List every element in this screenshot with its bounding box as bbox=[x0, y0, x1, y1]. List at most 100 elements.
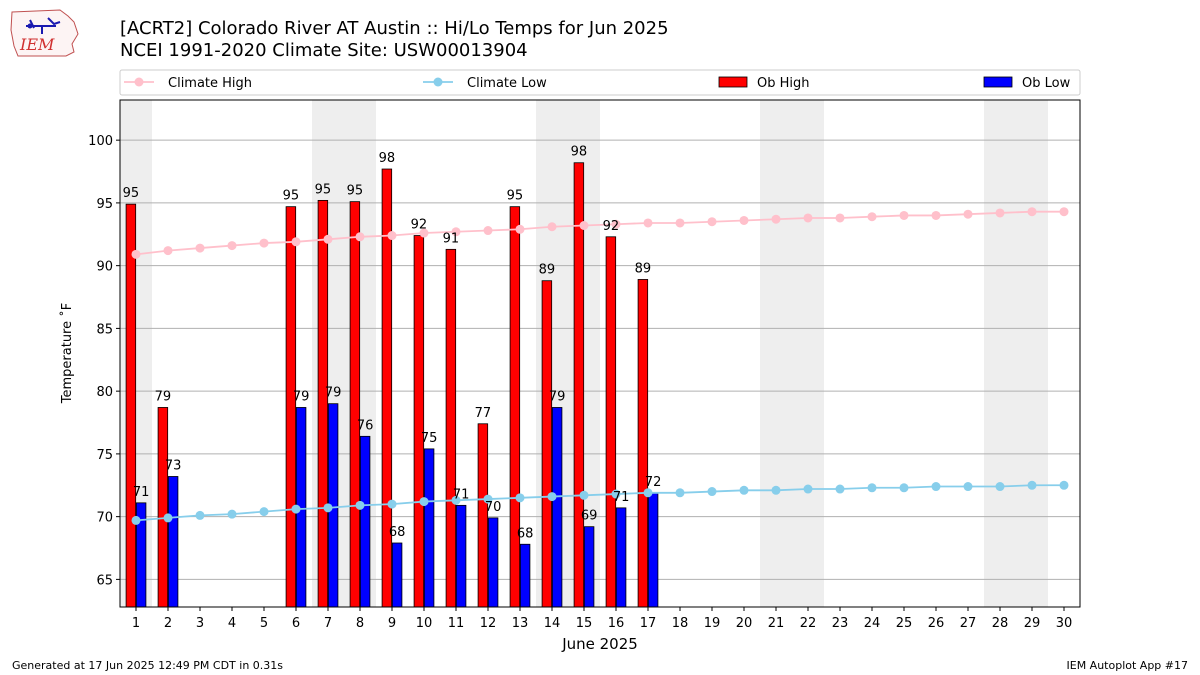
climate-high-point-day-28 bbox=[995, 208, 1005, 218]
y-tick-label-80: 80 bbox=[96, 385, 113, 400]
climate-high-point-day-2 bbox=[163, 246, 173, 256]
ob-low-label-day-6: 79 bbox=[293, 389, 310, 404]
x-tick-label-19: 19 bbox=[704, 616, 721, 631]
climate-high-legend-marker bbox=[134, 77, 144, 87]
climate-low-point-day-18 bbox=[675, 488, 685, 498]
ob-low-bar-day-16 bbox=[615, 507, 627, 608]
ob-low-bar-day-15 bbox=[583, 526, 595, 608]
x-tick-label-25: 25 bbox=[896, 616, 913, 631]
climate-low-point-day-5 bbox=[259, 507, 269, 517]
ob-low-legend-swatch bbox=[983, 76, 1013, 88]
ob-low-bar-day-14 bbox=[551, 407, 563, 608]
ob-high-label-day-1: 95 bbox=[123, 186, 140, 201]
y-tick-label-75: 75 bbox=[96, 448, 113, 463]
climate-high-point-day-9 bbox=[387, 231, 397, 241]
ob-high-label-day-14: 89 bbox=[539, 263, 556, 278]
climate-high-point-day-26 bbox=[931, 210, 941, 220]
climate-high-point-day-5 bbox=[259, 238, 269, 248]
climate-low-point-day-6 bbox=[291, 504, 301, 514]
climate-low-line bbox=[135, 484, 1064, 522]
iem-logo: IEM bbox=[8, 6, 82, 60]
climate-high-point-day-18 bbox=[675, 218, 685, 228]
app-label: IEM Autoplot App #17 bbox=[1066, 659, 1189, 672]
climate-low-point-day-14 bbox=[547, 492, 557, 502]
ob-high-label-day-7: 95 bbox=[315, 182, 332, 197]
x-tick-label-9: 9 bbox=[388, 616, 396, 631]
ob-low-label-day-11: 71 bbox=[453, 487, 470, 502]
y-tick-label-90: 90 bbox=[96, 260, 113, 275]
x-axis-label: June 2025 bbox=[561, 635, 638, 653]
climate-low-point-day-26 bbox=[931, 482, 941, 492]
climate-high-point-day-1 bbox=[131, 249, 141, 259]
ob-high-label-day-12: 77 bbox=[475, 406, 492, 421]
ob-high-bar-day-10 bbox=[413, 235, 425, 608]
ob-low-bar-day-12 bbox=[487, 517, 499, 608]
ob-high-bar-day-2 bbox=[157, 407, 169, 608]
ob-high-bar-day-1 bbox=[125, 203, 137, 608]
ob-high-label-day-13: 95 bbox=[507, 189, 524, 204]
climate-high-point-day-30 bbox=[1059, 207, 1069, 217]
ob-high-legend-swatch bbox=[718, 76, 748, 88]
climate-low-point-day-12 bbox=[483, 494, 493, 504]
ob-low-bar-day-11 bbox=[455, 504, 467, 608]
climate-low-point-day-21 bbox=[771, 485, 781, 495]
weather-station-icon bbox=[26, 17, 61, 34]
climate-high-point-day-24 bbox=[867, 212, 877, 222]
y-tick-label-70: 70 bbox=[96, 511, 113, 526]
climate-low-point-day-23 bbox=[835, 484, 845, 494]
climate-high-point-day-25 bbox=[899, 210, 909, 220]
ob-high-bar-day-7 bbox=[317, 199, 329, 608]
x-tick-label-30: 30 bbox=[1056, 616, 1073, 631]
climate-low-point-day-8 bbox=[355, 500, 365, 510]
climate-low-point-day-30 bbox=[1059, 480, 1069, 490]
climate-high-point-day-11 bbox=[451, 227, 461, 237]
climate-low-point-day-10 bbox=[419, 497, 429, 507]
climate-low-legend-marker bbox=[433, 77, 443, 87]
ob-low-bar-day-8 bbox=[359, 435, 371, 608]
climate-high-point-day-6 bbox=[291, 237, 301, 247]
ob-low-label-day-1: 71 bbox=[133, 485, 150, 500]
x-tick-label-29: 29 bbox=[1024, 616, 1041, 631]
ob-low-bar-day-13 bbox=[519, 543, 531, 608]
climate-low-point-day-24 bbox=[867, 483, 877, 493]
weekend-shade-day-22 bbox=[792, 100, 824, 607]
climate-high-point-day-29 bbox=[1027, 207, 1037, 217]
climate-low-point-day-27 bbox=[963, 482, 973, 492]
x-tick-label-22: 22 bbox=[800, 616, 817, 631]
weekend-shade-day-21 bbox=[760, 100, 792, 607]
x-tick-label-5: 5 bbox=[260, 616, 268, 631]
climate-high-point-day-12 bbox=[483, 226, 493, 236]
ob-high-label-day-16: 92 bbox=[603, 219, 620, 234]
ob-low-label-day-12: 70 bbox=[485, 500, 502, 515]
climate-low-point-day-19 bbox=[707, 487, 717, 497]
ob-low-label-day-2: 73 bbox=[165, 458, 182, 473]
gridlines bbox=[120, 139, 1080, 580]
x-tick-label-12: 12 bbox=[480, 616, 497, 631]
ob-high-legend-label: Ob High bbox=[757, 76, 810, 91]
climate-high-point-day-7 bbox=[323, 234, 333, 244]
plot-frame bbox=[119, 99, 1081, 608]
ob-low-label-day-14: 79 bbox=[549, 389, 566, 404]
climate-high-point-day-17 bbox=[643, 218, 653, 228]
climate-high-point-day-13 bbox=[515, 224, 525, 234]
climate-high-point-day-3 bbox=[195, 243, 205, 253]
data-labels: 95 79 95 95 95 98 92 91 77 95 89 98 92 89 71 73 79 79 76 68… bbox=[123, 145, 662, 542]
ob-high-label-day-11: 91 bbox=[443, 231, 460, 246]
climate-low-point-day-17 bbox=[643, 488, 653, 498]
ob-low-label-day-10: 75 bbox=[421, 431, 438, 446]
y-tick-label-65: 65 bbox=[96, 573, 113, 588]
x-tick-label-7: 7 bbox=[324, 616, 332, 631]
ob-high-label-day-2: 79 bbox=[155, 389, 172, 404]
climate-low-point-day-3 bbox=[195, 510, 205, 520]
climate-high-point-day-27 bbox=[963, 209, 973, 219]
y-tick-label-100: 100 bbox=[88, 134, 113, 149]
legend: Climate High Climate Low Ob High Ob Low bbox=[119, 69, 1081, 96]
climate-low-point-day-22 bbox=[803, 484, 813, 494]
chart-title: [ACRT2] Colorado River AT Austin :: Hi/L… bbox=[120, 18, 669, 39]
climate-low-point-day-20 bbox=[739, 485, 749, 495]
ob-high-label-day-6: 95 bbox=[283, 189, 300, 204]
bars bbox=[125, 162, 659, 608]
ob-high-label-day-9: 98 bbox=[379, 151, 396, 166]
climate-high-point-day-19 bbox=[707, 217, 717, 227]
x-tick-label-14: 14 bbox=[544, 616, 561, 631]
